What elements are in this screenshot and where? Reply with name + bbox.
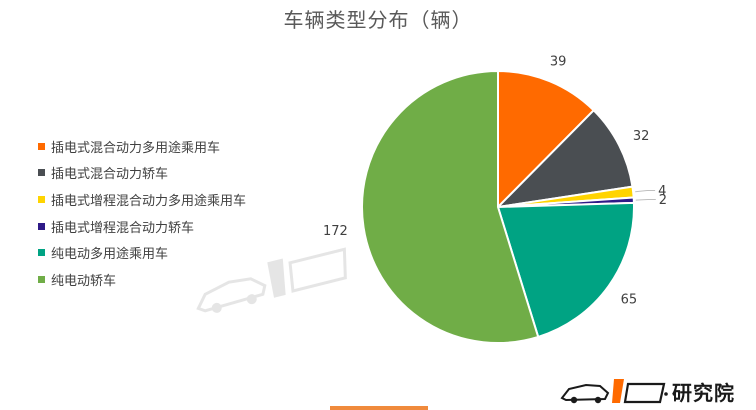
legend-item[interactable]: 插电式混合动力多用途乘用车 bbox=[38, 133, 246, 160]
legend-swatch bbox=[38, 249, 45, 257]
data-label: 172 bbox=[323, 224, 348, 239]
legend-item[interactable]: 插电式增程混合动力轿车 bbox=[38, 213, 246, 240]
data-label: 32 bbox=[633, 129, 650, 144]
legend-label: 插电式增程混合动力轿车 bbox=[51, 220, 195, 236]
pie-slice[interactable] bbox=[495, 108, 634, 209]
chart-legend: 插电式混合动力多用途乘用车 插电式混合动力轿车 插电式增程混合动力多用途乘用车 … bbox=[38, 133, 246, 293]
legend-swatch bbox=[38, 142, 45, 150]
chart-title: 车辆类型分布（辆） bbox=[283, 8, 473, 32]
data-label: 4 bbox=[658, 184, 666, 199]
legend-label: 插电式混合动力多用途乘用车 bbox=[51, 140, 221, 156]
legend-item[interactable]: 纯电动轿车 bbox=[38, 266, 246, 293]
pie-slice[interactable] bbox=[361, 69, 540, 344]
legend-label: 纯电动多用途乘用车 bbox=[51, 247, 169, 263]
legend-item[interactable]: 纯电动多用途乘用车 bbox=[38, 239, 246, 266]
data-label: 2 bbox=[659, 193, 667, 208]
legend-item[interactable]: 插电式混合动力轿车 bbox=[38, 160, 246, 187]
car-brand-watermark-icon bbox=[196, 247, 347, 313]
legend-swatch bbox=[38, 169, 45, 177]
bottom-brand-logo: 研究院 bbox=[560, 376, 735, 406]
data-label: 65 bbox=[621, 292, 638, 307]
legend-label: 插电式混合动力轿车 bbox=[51, 167, 169, 183]
data-label: 39 bbox=[550, 54, 567, 69]
pie-slice[interactable] bbox=[496, 201, 635, 339]
brand-logo-text: 研究院 bbox=[672, 380, 735, 405]
legend-label: 纯电动轿车 bbox=[51, 273, 117, 289]
center-watermark bbox=[186, 235, 364, 327]
legend-swatch bbox=[38, 222, 45, 230]
leader-line bbox=[635, 199, 656, 201]
legend-swatch bbox=[38, 275, 45, 283]
car-brand-logo-icon bbox=[560, 379, 668, 404]
legend-item[interactable]: 插电式增程混合动力多用途乘用车 bbox=[38, 186, 246, 213]
legend-label: 插电式增程混合动力多用途乘用车 bbox=[51, 193, 247, 209]
leader-line bbox=[635, 190, 656, 193]
legend-swatch bbox=[38, 195, 45, 203]
bottom-accent-bar bbox=[330, 406, 428, 410]
pie-slice[interactable] bbox=[497, 69, 596, 210]
